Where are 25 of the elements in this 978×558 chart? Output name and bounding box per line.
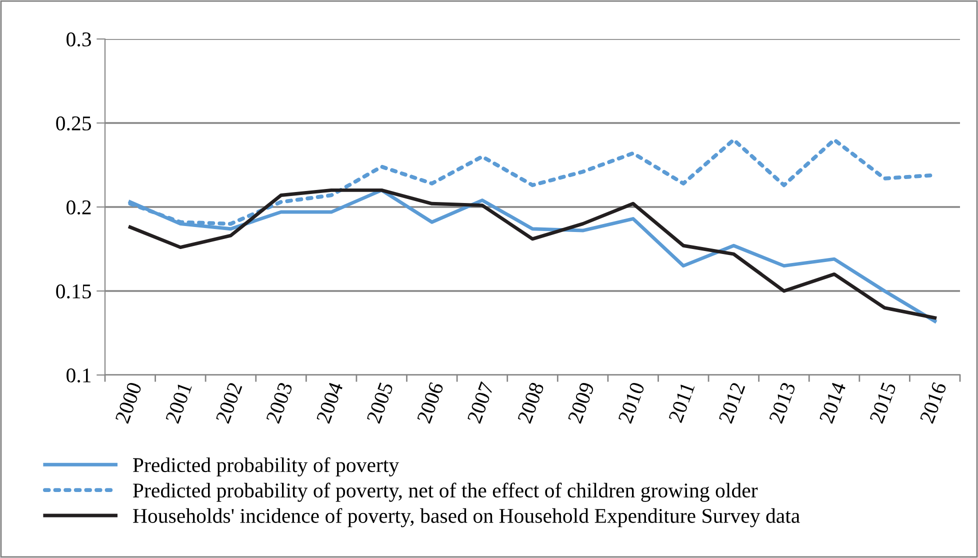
x-tick-label: 2000 bbox=[115, 382, 142, 424]
x-tick-label: 2011 bbox=[668, 382, 695, 424]
x-tick-label: 2009 bbox=[568, 382, 595, 424]
y-tick-label: 0.3 bbox=[66, 32, 91, 47]
x-tick-label: 2010 bbox=[618, 382, 645, 424]
y-tick-label: 0.1 bbox=[66, 368, 91, 383]
x-tick-label: 2001 bbox=[165, 382, 192, 424]
x-tick-label: 2004 bbox=[316, 381, 344, 424]
x-tick-label: 2006 bbox=[416, 381, 444, 424]
x-tick-label: 2003 bbox=[266, 382, 293, 424]
x-tick-label: 2015 bbox=[869, 382, 896, 424]
x-tick-label: 2012 bbox=[718, 382, 746, 424]
x-tick-label: 2002 bbox=[216, 382, 242, 424]
y-tick-label: 0.15 bbox=[56, 284, 91, 299]
legend-label: Households' incidence of poverty, based on Household Expenditure Survey data bbox=[133, 508, 800, 528]
x-tick-label: 2013 bbox=[768, 382, 796, 424]
x-tick-label: 2014 bbox=[819, 381, 846, 424]
y-tick-label: 0.25 bbox=[56, 116, 91, 131]
legend-label: Predicted probability of poverty bbox=[133, 457, 400, 476]
y-tick-label: 0.2 bbox=[66, 200, 91, 215]
x-tick-label: 2007 bbox=[467, 381, 494, 424]
legend-label: Predicted probability of poverty, net of the effect of children growing older bbox=[133, 482, 758, 502]
x-tick-label: 2016 bbox=[920, 381, 947, 424]
x-tick-label: 2005 bbox=[366, 382, 394, 424]
x-tick-label: 2008 bbox=[517, 382, 544, 424]
